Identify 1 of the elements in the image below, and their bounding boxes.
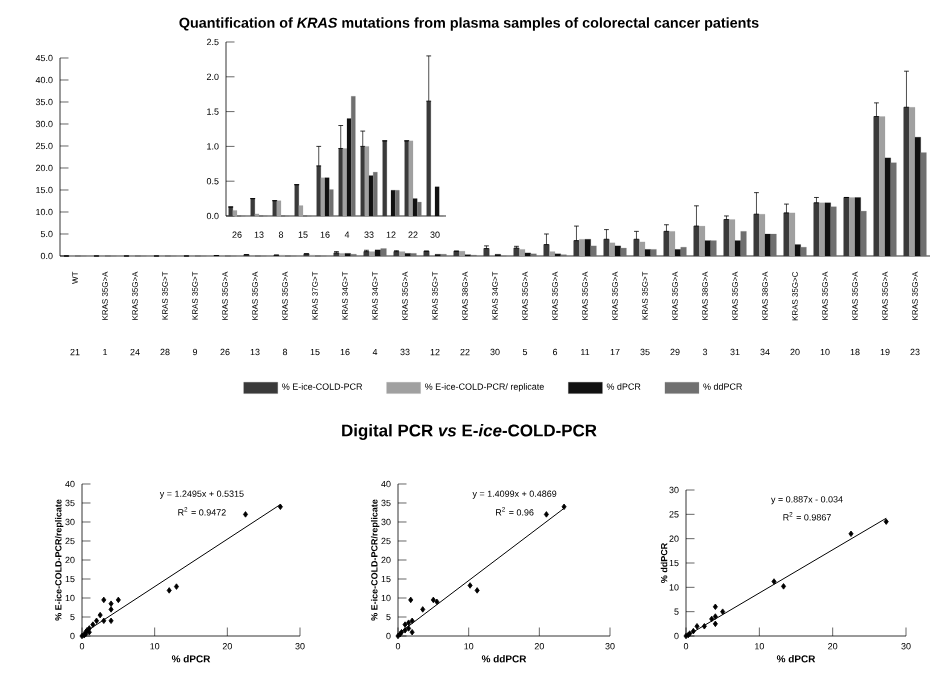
- chart-title: Digital PCR vs E-ice-COLD-PCR: [342, 424, 597, 440]
